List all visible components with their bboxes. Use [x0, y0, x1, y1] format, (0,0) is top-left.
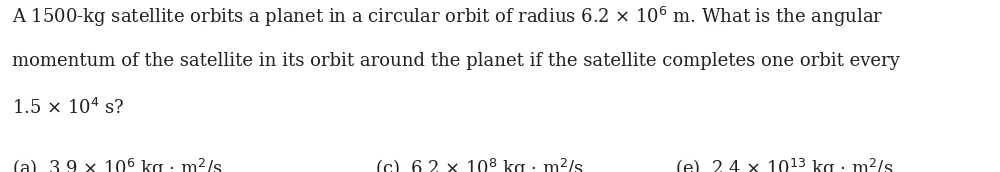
- Text: A 1500-kg satellite orbits a planet in a circular orbit of radius 6.2 $\times$ 1: A 1500-kg satellite orbits a planet in a…: [12, 5, 883, 29]
- Text: (e)  2.4 $\times$ 10$^{13}$ kg $\cdot$ m$^2$/s: (e) 2.4 $\times$ 10$^{13}$ kg $\cdot$ m$…: [675, 157, 893, 172]
- Text: (a)  3.9 $\times$ 10$^6$ kg $\cdot$ m$^2$/s: (a) 3.9 $\times$ 10$^6$ kg $\cdot$ m$^2$…: [12, 157, 222, 172]
- Text: 1.5 $\times$ 10$^4$ s?: 1.5 $\times$ 10$^4$ s?: [12, 98, 124, 118]
- Text: momentum of the satellite in its orbit around the planet if the satellite comple: momentum of the satellite in its orbit a…: [12, 52, 900, 70]
- Text: (c)  6.2 $\times$ 10$^8$ kg $\cdot$ m$^2$/s: (c) 6.2 $\times$ 10$^8$ kg $\cdot$ m$^2$…: [375, 157, 584, 172]
